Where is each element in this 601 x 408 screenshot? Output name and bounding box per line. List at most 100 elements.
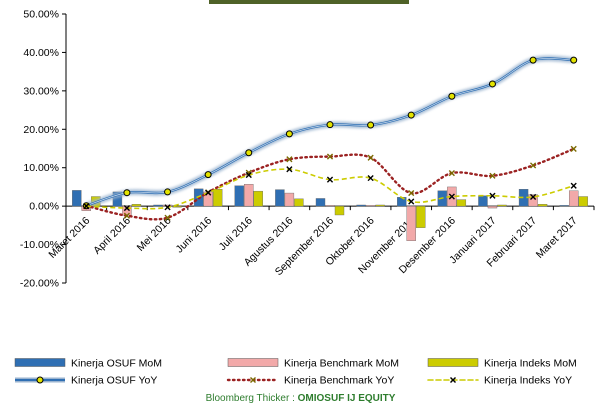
- x-tick-label: Mei 2016: [135, 215, 174, 254]
- line-point: [488, 80, 496, 88]
- bar: [365, 205, 376, 207]
- bar: [559, 205, 569, 207]
- y-tick-label: 30.00%: [23, 85, 59, 97]
- line-point: [529, 56, 537, 64]
- bar: [234, 185, 244, 207]
- line-point: [204, 171, 212, 179]
- line-point: [408, 198, 415, 205]
- x-tick-label: Juni 2016: [174, 215, 215, 256]
- bar-series: [72, 185, 569, 207]
- legend-label: Kinerja OSUF YoY: [71, 375, 157, 387]
- footer-ticker: OMIOSUF IJ EQUITY: [297, 393, 396, 404]
- bar: [528, 194, 538, 207]
- bar: [537, 204, 548, 207]
- bar: [244, 184, 254, 207]
- line-point: [448, 169, 455, 177]
- legend-swatch: [227, 358, 279, 367]
- line-series: [83, 145, 577, 221]
- line-point: [326, 153, 334, 160]
- line-point: [205, 189, 212, 196]
- line-point: [529, 162, 537, 169]
- bar: [487, 205, 498, 209]
- bar: [325, 205, 335, 207]
- bar: [294, 198, 304, 207]
- bar: [275, 189, 285, 207]
- bar: [315, 198, 326, 207]
- line-point: [570, 145, 577, 152]
- bar: [456, 199, 467, 207]
- line-point: [123, 189, 131, 197]
- line-point: [448, 193, 455, 200]
- line-point: [529, 193, 537, 201]
- line-point: [83, 203, 90, 210]
- bar: [416, 205, 426, 228]
- line-point: [286, 166, 293, 173]
- line-point: [245, 171, 252, 179]
- legend-label: Kinerja Benchmark YoY: [284, 375, 394, 387]
- bar: [406, 205, 416, 241]
- line-point: [164, 214, 171, 221]
- bar: [72, 190, 82, 207]
- bar: [284, 192, 295, 207]
- legend: Kinerja OSUF MoM Kinerja Benchmark MoM Kin…: [14, 358, 577, 387]
- line-point: [164, 204, 171, 211]
- legend-label: Kinerja Benchmark MoM: [284, 358, 399, 370]
- bar: [568, 190, 579, 207]
- line-point: [123, 212, 131, 219]
- y-tick-label: -20.00%: [20, 278, 59, 290]
- line-point: [123, 204, 131, 212]
- footer-source: Bloomberg Thicker : OMIOSUF IJ EQUITY: [0, 393, 601, 404]
- line-point: [367, 174, 374, 182]
- line-point: [448, 92, 456, 100]
- line-point: [489, 172, 496, 179]
- line-point: [245, 149, 253, 157]
- bar: [212, 189, 223, 207]
- x-tick-label: Maret 2017: [534, 215, 580, 261]
- legend-label: Kinerja Indeks MoM: [484, 358, 577, 370]
- line-point: [408, 189, 415, 197]
- y-tick-label: 50.00%: [23, 9, 59, 21]
- legend-label: Kinerja Indeks YoY: [484, 375, 572, 387]
- line-point: [570, 56, 578, 64]
- y-tick-label: 10.00%: [23, 162, 59, 174]
- chart-header-bar: [209, 0, 409, 4]
- legend-marker: [36, 376, 44, 384]
- line-point: [367, 121, 375, 129]
- bar: [162, 204, 173, 207]
- x-tick-label: April 2016: [91, 215, 133, 257]
- x-tick-label: Juli 2016: [217, 215, 255, 253]
- line-point: [286, 156, 293, 163]
- bar: [397, 197, 407, 207]
- bar: [253, 190, 263, 207]
- legend-swatch: [427, 358, 479, 367]
- line-series: [82, 55, 578, 210]
- legend-marker: [450, 377, 456, 383]
- y-tick-label: -10.00%: [20, 239, 59, 251]
- bar: [334, 205, 345, 216]
- line-point: [407, 111, 415, 119]
- line-point: [326, 176, 334, 183]
- y-tick-label: 20.00%: [23, 124, 59, 136]
- bar: [131, 204, 142, 207]
- legend-label: Kinerja OSUF MoM: [71, 358, 162, 370]
- line-series: [83, 166, 577, 212]
- legend-marker: [250, 377, 256, 383]
- bar: [172, 205, 182, 208]
- line-point: [489, 192, 496, 199]
- legend-swatch: [14, 358, 66, 367]
- bar: [375, 204, 385, 207]
- bar: [356, 204, 366, 207]
- line-point: [164, 188, 172, 196]
- line-point: [570, 182, 577, 189]
- y-tick-label: 0.00%: [29, 201, 59, 213]
- line-point: [326, 121, 334, 129]
- bar: [153, 204, 163, 207]
- bar: [578, 196, 588, 207]
- bar: [478, 195, 488, 207]
- y-tick-label: 40.00%: [23, 47, 59, 59]
- footer-prefix: Bloomberg Thicker :: [205, 393, 298, 404]
- bar: [497, 204, 507, 207]
- line-point: [367, 154, 374, 161]
- series-line: [85, 57, 574, 207]
